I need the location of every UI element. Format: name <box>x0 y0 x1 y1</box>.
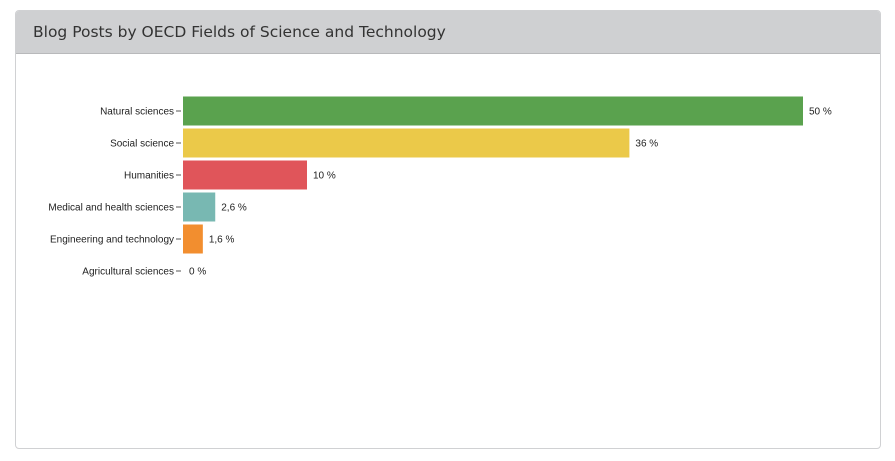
value-label: 50 % <box>809 107 832 118</box>
category-label: Humanities <box>124 171 174 182</box>
category-label: Agricultural sciences <box>82 267 174 278</box>
value-label: 36 % <box>635 139 658 150</box>
category-label: Natural sciences <box>100 107 174 118</box>
bar[interactable] <box>183 192 216 222</box>
value-label: 1,6 % <box>209 235 235 246</box>
panel-title: Blog Posts by OECD Fields of Science and… <box>16 11 880 54</box>
category-label: Medical and health sciences <box>48 203 174 214</box>
category-label: Social science <box>110 139 174 150</box>
bar[interactable] <box>183 224 203 254</box>
value-label: 0 % <box>189 267 206 278</box>
bar[interactable] <box>183 128 630 158</box>
value-label: 2,6 % <box>221 203 247 214</box>
bar[interactable] <box>183 160 307 190</box>
bar[interactable] <box>183 96 803 126</box>
value-label: 10 % <box>313 171 336 182</box>
chart-panel: Blog Posts by OECD Fields of Science and… <box>15 10 881 449</box>
category-label: Engineering and technology <box>50 235 174 246</box>
